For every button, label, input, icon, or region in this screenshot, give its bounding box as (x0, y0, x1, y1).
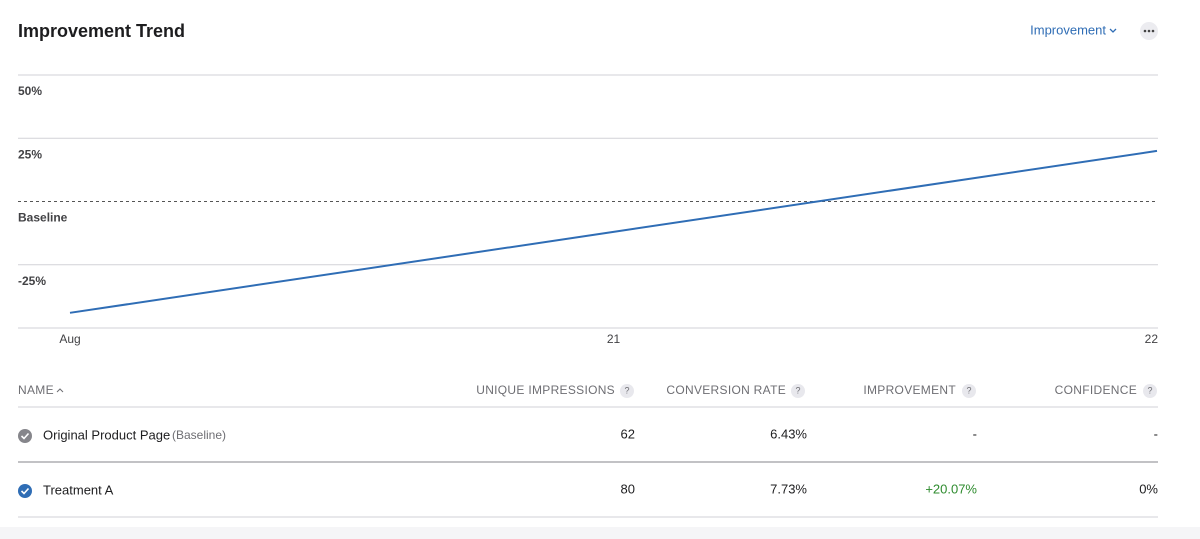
check (20, 432, 30, 440)
dropdown-label[interactable]: Improvement (1030, 22, 1106, 37)
cell: - (1154, 426, 1158, 441)
y-tick-label: 25% (18, 147, 42, 161)
help-glyph: ? (966, 385, 971, 395)
cell: 0% (1139, 481, 1158, 496)
y-tick-label: -25% (18, 274, 46, 288)
more-button[interactable] (1140, 22, 1158, 40)
help-glyph: ? (1147, 385, 1152, 395)
x-tick-label: 21 (607, 332, 621, 346)
help-icon[interactable]: ? (1143, 384, 1157, 398)
status-icon (18, 429, 32, 443)
help-icon[interactable]: ? (962, 384, 976, 398)
trend-line (69, 149, 1158, 314)
y-tick-label: Baseline (18, 211, 68, 225)
dot (1151, 29, 1155, 33)
col-header[interactable]: IMPROVEMENT (863, 383, 956, 397)
footer-band (0, 527, 1200, 539)
title: Improvement Trend (18, 21, 185, 41)
cell: 6.43% (770, 426, 807, 441)
metric-dropdown[interactable]: Improvement (1030, 22, 1117, 37)
x-tick-label: Aug (59, 332, 80, 346)
cell: - (973, 426, 977, 441)
check (20, 487, 30, 495)
baseline-tag: (Baseline) (172, 428, 226, 442)
cell: +20.07% (925, 481, 977, 496)
col-header[interactable]: UNIQUE IMPRESSIONS (476, 383, 615, 397)
col-header[interactable]: CONVERSION RATE (666, 383, 786, 397)
sort-icon (56, 388, 64, 393)
cell: 7.73% (770, 481, 807, 496)
dot (1143, 29, 1147, 33)
dot (1147, 29, 1151, 33)
x-tick-label: 22 (1145, 332, 1159, 346)
help-glyph: ? (624, 385, 629, 395)
cell: 62 (621, 426, 635, 441)
cell: 80 (621, 481, 635, 496)
help-icon[interactable]: ? (791, 384, 805, 398)
variant-name: Treatment A (43, 482, 114, 497)
col-header[interactable]: NAME (18, 383, 54, 397)
help-icon[interactable]: ? (620, 384, 634, 398)
help-glyph: ? (795, 385, 800, 395)
status-icon (18, 484, 32, 498)
y-tick-label: 50% (18, 84, 42, 98)
variant-name: Original Product Page (43, 427, 170, 442)
col-header[interactable]: CONFIDENCE (1055, 383, 1137, 397)
chevron (1109, 28, 1117, 33)
